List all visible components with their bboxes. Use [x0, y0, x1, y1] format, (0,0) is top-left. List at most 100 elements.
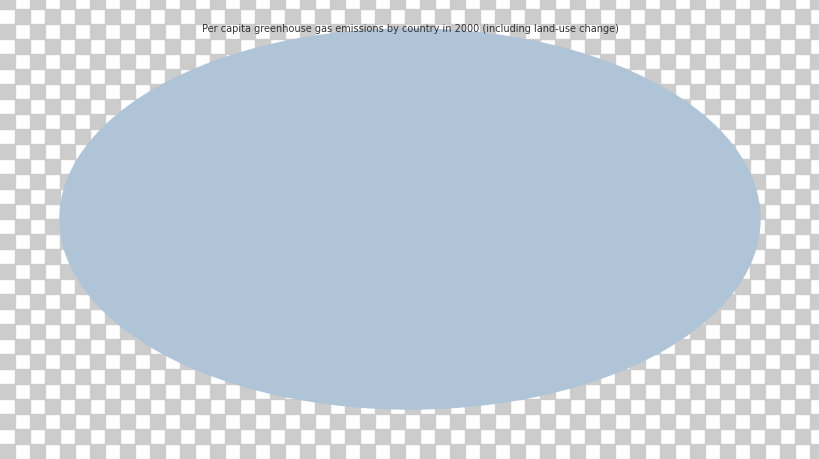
- Bar: [120, 0, 135, 9]
- Bar: [0, 54, 15, 69]
- Bar: [224, 309, 240, 324]
- Bar: [195, 99, 210, 114]
- Bar: [734, 399, 749, 414]
- Bar: [269, 0, 285, 9]
- Bar: [629, 84, 645, 99]
- Bar: [314, 309, 329, 324]
- Bar: [390, 234, 405, 249]
- Bar: [764, 39, 779, 54]
- Bar: [255, 309, 269, 324]
- Bar: [150, 24, 165, 39]
- Bar: [30, 144, 45, 159]
- Bar: [540, 204, 554, 219]
- Bar: [390, 444, 405, 459]
- Bar: [15, 129, 30, 144]
- Bar: [360, 294, 374, 309]
- Bar: [390, 294, 405, 309]
- Bar: [150, 414, 165, 429]
- Bar: [779, 384, 794, 399]
- Bar: [15, 309, 30, 324]
- Bar: [195, 249, 210, 264]
- Bar: [210, 234, 224, 249]
- Bar: [150, 384, 165, 399]
- Bar: [210, 324, 224, 339]
- Bar: [0, 444, 15, 459]
- Bar: [479, 264, 495, 279]
- Bar: [479, 294, 495, 309]
- Bar: [360, 384, 374, 399]
- Bar: [15, 159, 30, 174]
- Bar: [329, 444, 345, 459]
- Bar: [419, 324, 434, 339]
- Bar: [659, 234, 674, 249]
- Bar: [554, 39, 569, 54]
- Bar: [285, 99, 300, 114]
- Bar: [210, 204, 224, 219]
- Bar: [629, 0, 645, 9]
- Bar: [659, 444, 674, 459]
- Bar: [809, 204, 819, 219]
- Bar: [719, 264, 734, 279]
- Bar: [75, 99, 90, 114]
- Bar: [674, 159, 689, 174]
- Bar: [419, 114, 434, 129]
- Bar: [224, 429, 240, 444]
- Bar: [764, 339, 779, 354]
- Bar: [779, 0, 794, 9]
- Bar: [614, 339, 629, 354]
- Bar: [30, 174, 45, 189]
- Bar: [105, 429, 120, 444]
- Bar: [600, 54, 614, 69]
- Bar: [105, 39, 120, 54]
- Bar: [120, 414, 135, 429]
- Bar: [165, 219, 180, 234]
- Bar: [314, 369, 329, 384]
- Bar: [345, 99, 360, 114]
- Bar: [540, 354, 554, 369]
- Bar: [240, 84, 255, 99]
- Bar: [15, 399, 30, 414]
- Bar: [255, 129, 269, 144]
- Bar: [479, 144, 495, 159]
- Bar: [629, 414, 645, 429]
- Bar: [509, 324, 524, 339]
- Bar: [180, 114, 195, 129]
- Bar: [540, 54, 554, 69]
- Bar: [45, 279, 60, 294]
- Bar: [734, 279, 749, 294]
- Bar: [764, 249, 779, 264]
- Bar: [210, 0, 224, 9]
- Bar: [540, 294, 554, 309]
- Bar: [479, 204, 495, 219]
- Bar: [329, 144, 345, 159]
- Bar: [779, 174, 794, 189]
- Bar: [0, 114, 15, 129]
- Bar: [434, 249, 450, 264]
- Bar: [779, 444, 794, 459]
- Bar: [674, 399, 689, 414]
- Bar: [569, 324, 584, 339]
- Bar: [374, 279, 390, 294]
- Bar: [180, 144, 195, 159]
- Bar: [390, 54, 405, 69]
- Bar: [405, 219, 419, 234]
- Bar: [255, 279, 269, 294]
- Bar: [240, 114, 255, 129]
- Bar: [689, 294, 704, 309]
- Bar: [210, 444, 224, 459]
- Bar: [584, 249, 600, 264]
- Bar: [524, 129, 540, 144]
- Bar: [135, 219, 150, 234]
- Bar: [15, 39, 30, 54]
- Bar: [374, 99, 390, 114]
- Bar: [224, 279, 240, 294]
- Bar: [75, 279, 90, 294]
- Bar: [764, 279, 779, 294]
- Bar: [135, 99, 150, 114]
- Bar: [749, 54, 764, 69]
- Bar: [390, 174, 405, 189]
- Bar: [495, 189, 509, 204]
- Bar: [60, 174, 75, 189]
- Bar: [464, 339, 479, 354]
- Bar: [210, 174, 224, 189]
